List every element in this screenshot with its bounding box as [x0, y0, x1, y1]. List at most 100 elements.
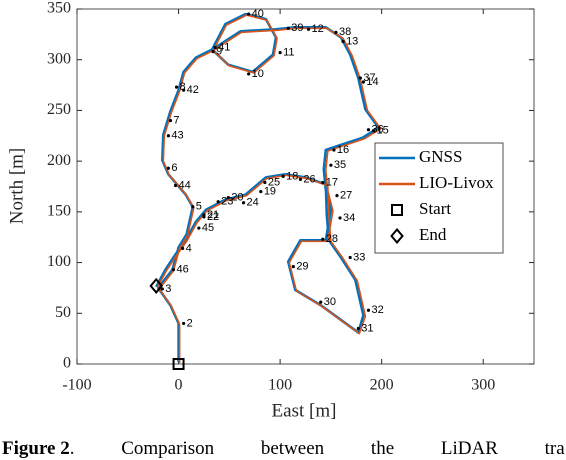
waypoint-dot: [371, 129, 376, 133]
x-tick-label: -100: [62, 377, 91, 394]
waypoint-label: 14: [366, 76, 378, 88]
waypoint-dot: [263, 180, 267, 185]
waypoint-label: 42: [187, 84, 199, 96]
waypoint-dot: [241, 201, 246, 205]
waypoint-dot: [278, 51, 282, 55]
waypoint-label: 8: [180, 81, 186, 93]
waypoint-dot: [341, 39, 345, 44]
waypoint-dot: [361, 80, 365, 84]
x-tick-label: 0: [175, 377, 183, 394]
waypoint-dot: [168, 118, 173, 123]
waypoint-label: 28: [326, 233, 338, 245]
y-tick-label: 250: [47, 101, 71, 118]
waypoint-dot: [171, 268, 176, 272]
x-tick-label: 100: [268, 377, 292, 394]
waypoint-dot: [160, 287, 164, 291]
waypoint-label: 22: [207, 211, 219, 223]
waypoint-dot: [259, 189, 263, 194]
waypoint-dot: [247, 12, 251, 16]
waypoint-label: 25: [268, 176, 280, 188]
waypoint-label: 23: [221, 196, 233, 208]
caption-label: Figure 2: [2, 438, 70, 459]
y-axis-label: North [m]: [6, 148, 27, 225]
marker-diamond: [149, 277, 164, 294]
waypoint-label: 17: [326, 176, 338, 188]
legend-label: End: [419, 225, 447, 244]
waypoint-dot: [174, 85, 179, 89]
waypoint-label: 15: [377, 125, 389, 137]
waypoint-label: 13: [346, 35, 358, 47]
y-tick-label: 150: [47, 203, 71, 220]
x-axis-label: East [m]: [272, 400, 337, 421]
waypoint-label: 11: [283, 47, 294, 59]
legend-label: Start: [419, 199, 451, 218]
x-tick-label: 300: [471, 377, 495, 394]
legend-label: LIO-Livox: [419, 173, 494, 192]
waypoint-dot: [338, 216, 342, 220]
waypoint-dot: [366, 128, 371, 132]
waypoint-dot: [173, 183, 178, 188]
legend-label: GNSS: [419, 147, 462, 166]
waypoint-label: 7: [173, 114, 179, 126]
waypoint-dot: [182, 88, 186, 92]
waypoint-dot: [291, 265, 295, 269]
caption: Figure 2. Comparison between the LiDAR t…: [2, 438, 565, 459]
y-tick-label: 50: [55, 304, 71, 321]
waypoint-dot: [191, 205, 195, 209]
waypoint-label: 31: [361, 322, 373, 334]
marker-diamond: [390, 227, 404, 245]
waypoint-label: 19: [264, 185, 276, 197]
waypoint-dot: [216, 200, 220, 204]
waypoint-label: 40: [252, 8, 264, 20]
waypoint-label: 43: [171, 130, 183, 142]
waypoint-label: 2: [187, 317, 193, 329]
waypoint-label: 33: [353, 251, 365, 263]
waypoint-label: 5: [196, 201, 202, 213]
waypoint-dot: [306, 27, 311, 31]
waypoint-dot: [181, 246, 185, 250]
waypoint-dot: [197, 226, 201, 230]
waypoint-label: 41: [218, 41, 230, 53]
waypoint-dot: [319, 300, 323, 304]
waypoint-dot: [281, 174, 285, 178]
waypoint-label: 44: [179, 179, 191, 191]
legend-box: [374, 142, 504, 254]
waypoint-dot: [182, 321, 186, 326]
waypoint-label: 34: [343, 212, 355, 224]
waypoint-label: 26: [303, 173, 315, 185]
waypoint-dot: [247, 72, 251, 76]
waypoint-label: 36: [371, 124, 383, 136]
waypoint-label: 30: [324, 296, 336, 308]
waypoint-label: 9: [216, 46, 222, 58]
y-tick-label: 0: [63, 355, 71, 372]
waypoint-label: 38: [339, 26, 351, 38]
waypoint-dot: [202, 215, 206, 219]
waypoint-label: 27: [340, 190, 352, 202]
waypoint-label: 21: [207, 209, 219, 221]
waypoint-label: 24: [247, 197, 259, 209]
waypoint-label: 20: [231, 192, 243, 204]
waypoint-dot: [332, 148, 336, 152]
waypoint-dot: [335, 194, 339, 198]
marker-square: [172, 358, 185, 370]
waypoint-dot: [356, 326, 360, 331]
marker-square: [391, 204, 403, 216]
waypoint-label: 6: [171, 162, 177, 174]
waypoint-label: 37: [363, 72, 375, 84]
waypoint-label: 4: [186, 242, 192, 254]
waypoint-dot: [321, 180, 325, 185]
waypoint-dot: [166, 166, 170, 170]
y-tick-label: 350: [47, 0, 71, 17]
waypoint-label: 12: [312, 23, 324, 35]
waypoint-label: 29: [296, 261, 308, 273]
waypoint-label: 16: [337, 144, 349, 156]
waypoint-dot: [226, 196, 230, 200]
waypoint-dot: [298, 177, 303, 181]
waypoint-dot: [211, 50, 215, 54]
waypoint-dot: [213, 45, 217, 50]
y-tick-label: 300: [47, 50, 71, 67]
waypoint-dot: [286, 26, 290, 30]
waypoint-dot: [329, 163, 333, 167]
waypoint-dot: [366, 308, 371, 312]
